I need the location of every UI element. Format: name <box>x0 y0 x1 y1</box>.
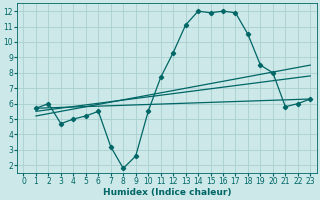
X-axis label: Humidex (Indice chaleur): Humidex (Indice chaleur) <box>103 188 231 197</box>
